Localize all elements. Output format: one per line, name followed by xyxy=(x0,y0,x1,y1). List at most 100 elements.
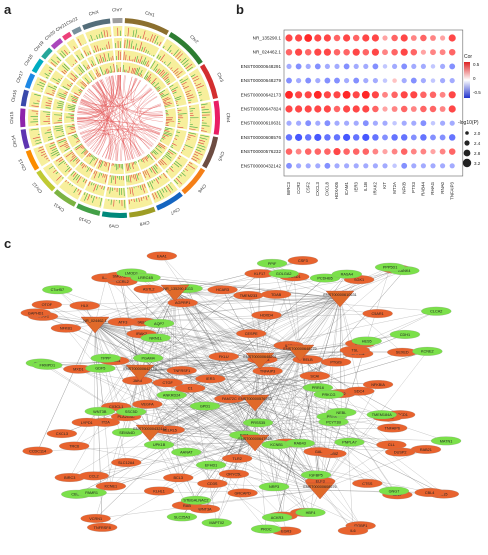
correlation-dot xyxy=(401,148,408,155)
chromosome-label: Chr19 xyxy=(33,40,45,53)
node-label: FKLU xyxy=(219,355,229,359)
chromosome-label: Chr3 xyxy=(216,72,224,83)
correlation-dot xyxy=(295,134,302,141)
node-label: WNT3A xyxy=(198,507,212,511)
correlation-dot xyxy=(431,121,436,126)
correlation-dot xyxy=(296,63,302,69)
correlation-dot xyxy=(353,134,360,141)
node-label: IER3 xyxy=(206,377,214,381)
correlation-dot xyxy=(449,105,456,112)
node-label: MXD1 xyxy=(73,368,84,372)
correlation-dot xyxy=(324,105,331,112)
correlation-dot xyxy=(420,134,427,141)
correlation-dot xyxy=(353,91,360,98)
correlation-dot xyxy=(353,105,360,112)
interaction-link xyxy=(130,78,147,100)
hub-label: ENST00000608576 xyxy=(303,485,336,489)
correlation-dot xyxy=(440,92,446,98)
node-label: SLC12A4 xyxy=(118,461,134,465)
correlation-dot xyxy=(305,105,312,112)
correlation-dot xyxy=(420,92,427,99)
data-track xyxy=(56,44,70,58)
row-label: ENST00000648279 xyxy=(241,78,282,83)
chromosome-band-chry xyxy=(112,18,122,23)
node-label: PRR16 xyxy=(312,386,324,390)
node-label: TNFAIP3 xyxy=(260,369,275,373)
correlation-dot xyxy=(305,49,312,56)
node-label: SDC4 xyxy=(354,390,364,394)
chromosome-label: ChrX xyxy=(88,9,99,16)
node-label: ANKRD24 xyxy=(163,394,181,398)
node-label: BIRC3 xyxy=(64,476,75,480)
correlation-dot xyxy=(401,34,408,41)
node-label: PPIF xyxy=(268,262,277,266)
column-label: RNA0 xyxy=(440,181,445,193)
correlation-dot xyxy=(363,64,368,69)
size-legend-tick: 2.8 xyxy=(474,151,481,156)
node-label: CESPE xyxy=(245,332,258,336)
correlation-dot xyxy=(401,106,408,113)
node-label: KLF17 xyxy=(254,272,265,276)
size-legend-tick: 2.4 xyxy=(474,141,481,146)
correlation-dot xyxy=(334,78,340,84)
size-legend-title: -log10(P) xyxy=(458,120,479,126)
correlation-dot xyxy=(392,78,397,83)
color-legend-title: Cor xyxy=(464,54,472,60)
correlation-dot xyxy=(305,120,311,126)
color-legend-tick: 0 xyxy=(473,76,476,81)
correlation-dot xyxy=(430,106,437,113)
correlation-dot xyxy=(391,92,398,99)
network-edge xyxy=(95,324,126,462)
correlation-dot xyxy=(305,91,312,98)
correlation-dot xyxy=(314,91,322,99)
hub-label: ENST00000648291 xyxy=(243,355,276,359)
color-legend-bar xyxy=(464,62,470,98)
correlation-dot xyxy=(440,163,445,168)
node-label: CDH1 xyxy=(400,333,410,337)
correlation-dot xyxy=(440,78,445,83)
node-label: GAPHD1 xyxy=(28,311,44,315)
chromosome-band-chr14 xyxy=(21,129,30,149)
row-label: ENST00000647824 xyxy=(241,107,282,112)
correlation-dot xyxy=(401,163,407,169)
correlation-dot xyxy=(363,49,370,56)
hub-label: ENST00000642173 xyxy=(123,367,156,371)
correlation-dot xyxy=(285,91,293,99)
correlation-dot xyxy=(354,121,359,126)
correlation-dot xyxy=(411,78,417,84)
data-track xyxy=(103,199,126,210)
hub-label: ENST00000648279 xyxy=(283,347,316,351)
circos-plot: Chr1Chr2Chr3Chr4Chr5Chr6Chr7Chr8Chr9Chr1… xyxy=(2,0,238,228)
correlation-dot xyxy=(362,105,369,112)
node-label: KLHL1 xyxy=(153,489,165,493)
correlation-dot xyxy=(420,106,427,113)
correlation-dot xyxy=(324,78,330,84)
node-label: CLL xyxy=(388,443,395,447)
chromosome-band-chr16 xyxy=(21,90,29,107)
column-label: CSF2 xyxy=(305,181,310,193)
correlation-dot xyxy=(324,49,331,56)
correlation-dot xyxy=(305,78,311,84)
column-label: IRAK2 xyxy=(373,181,378,194)
track-bar xyxy=(169,67,170,68)
node-label: EAA1 xyxy=(157,254,167,258)
correlation-dot xyxy=(411,64,416,69)
correlation-dot xyxy=(392,149,398,155)
correlation-dot xyxy=(344,121,349,126)
data-track xyxy=(53,99,65,111)
correlation-dot xyxy=(411,149,417,155)
node-label: C1 xyxy=(188,387,193,391)
correlation-dot xyxy=(333,148,340,155)
correlation-dot xyxy=(315,63,321,69)
correlation-dot xyxy=(449,91,456,98)
correlation-dot xyxy=(440,35,445,40)
correlation-dot xyxy=(295,34,302,41)
correlation-dot xyxy=(353,49,360,56)
column-label: CXCL3 xyxy=(315,181,320,196)
network-edge xyxy=(96,372,140,518)
node-label: NFKB1 xyxy=(60,327,72,331)
node-label: HLX xyxy=(81,304,89,308)
correlation-dot xyxy=(363,78,368,83)
correlation-dot xyxy=(382,35,387,40)
